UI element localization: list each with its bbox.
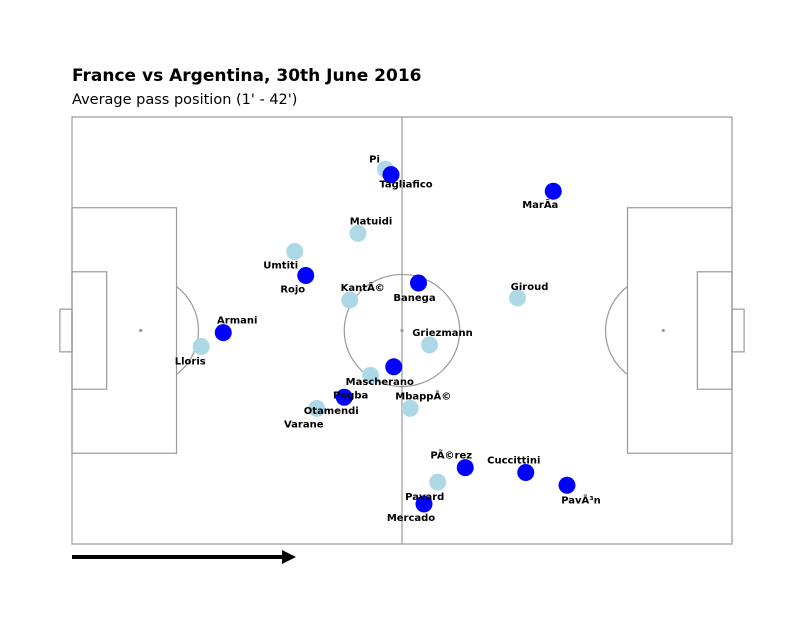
player-label-varane: Varane xyxy=(284,419,324,430)
player-marker-rojo xyxy=(297,267,315,285)
player-label-matuidi: Matuidi xyxy=(350,216,393,227)
player-label-kant: KantÃ© xyxy=(341,281,385,294)
player-label-p-rez: PÃ©rez xyxy=(430,449,472,462)
attack-direction-arrow xyxy=(72,550,296,564)
left-goal xyxy=(59,308,73,353)
right-goal xyxy=(731,308,745,353)
player-marker-mercado xyxy=(415,495,433,513)
center-circle xyxy=(343,273,461,388)
player-label-pavard: Pavard xyxy=(405,492,444,503)
player-label-pogba: Pogba xyxy=(333,390,368,401)
player-marker-pavard xyxy=(429,473,447,491)
player-marker-griezmann xyxy=(421,336,438,354)
player-label-mascherano: Mascherano xyxy=(346,377,414,388)
player-marker-lloris xyxy=(192,338,210,356)
player-marker-cuccittini xyxy=(517,463,535,481)
player-marker-pogba xyxy=(362,366,380,384)
player-marker-giroud xyxy=(509,289,526,307)
player-label-pi: Pi xyxy=(369,154,380,165)
player-marker-pav-n xyxy=(558,476,576,494)
player-marker-varane xyxy=(308,399,326,417)
player-marker-mbapp xyxy=(401,399,419,417)
player-label-mbapp: MbappÃ© xyxy=(395,389,451,402)
arrow-head xyxy=(282,550,296,564)
player-label-mar-a: MarÃa xyxy=(522,198,558,211)
right-penalty-area xyxy=(626,207,733,454)
player-marker-tagliafico xyxy=(382,166,400,184)
left-penalty-spot xyxy=(139,328,143,333)
left-penalty-arc xyxy=(176,286,200,375)
left-six-yard-box xyxy=(71,271,108,390)
player-marker-otamendi xyxy=(335,388,353,406)
chart-subtitle: Average pass position (1' - 42') xyxy=(72,92,297,108)
player-label-umtiti: Umtiti xyxy=(263,261,298,272)
left-penalty-area xyxy=(71,207,178,454)
chart-title: France vs Argentina, 30th June 2016 xyxy=(72,66,421,86)
player-marker-mar-a xyxy=(544,182,562,200)
player-label-armani: Armani xyxy=(217,316,257,327)
center-spot xyxy=(400,328,404,333)
pitch xyxy=(59,116,745,545)
right-six-yard-box xyxy=(696,271,733,390)
player-label-mercado: Mercado xyxy=(387,513,435,524)
player-label-banega: Banega xyxy=(393,293,435,304)
player-markers xyxy=(192,160,576,513)
player-label-lloris: Lloris xyxy=(175,357,206,368)
player-label-griezmann: Griezmann xyxy=(412,328,473,339)
player-label-cuccittini: Cuccittini xyxy=(487,455,540,466)
player-label-pav-n: PavÃ³n xyxy=(561,493,601,506)
player-marker-umtiti xyxy=(286,243,304,261)
player-label-tagliafico: Tagliafico xyxy=(379,180,432,191)
player-marker-banega xyxy=(410,274,427,292)
player-marker-p-rez xyxy=(456,459,474,477)
right-penalty-arc xyxy=(604,286,628,375)
player-marker-armani xyxy=(214,324,232,342)
player-labels: Lloris Umtiti KantÃ© Matuidi Pi Pogba Varane Mb… xyxy=(175,154,601,524)
player-marker-mascherano xyxy=(385,358,403,376)
player-label-rojo: Rojo xyxy=(280,285,305,296)
player-label-otamendi: Otamendi xyxy=(304,406,359,417)
player-label-giroud: Giroud xyxy=(511,282,549,293)
player-marker-kant xyxy=(341,291,359,309)
right-penalty-spot xyxy=(661,328,665,333)
player-marker-matuidi xyxy=(349,224,367,242)
